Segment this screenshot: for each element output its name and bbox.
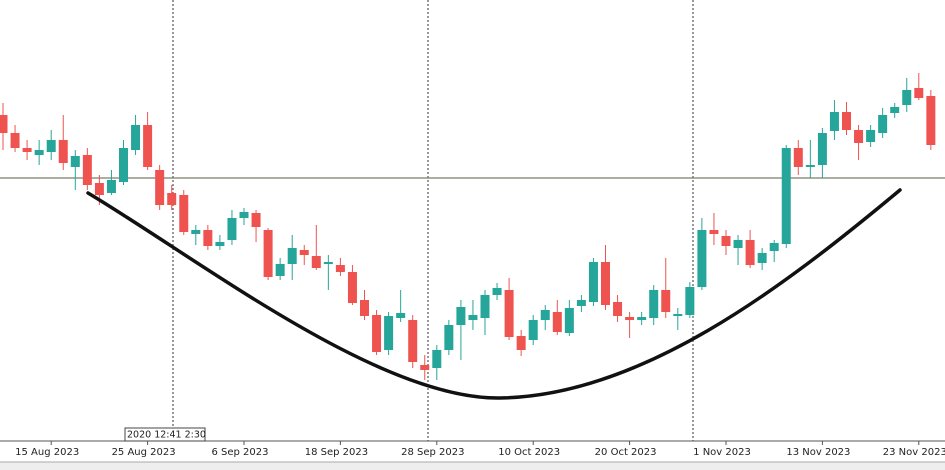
drawn-curve: [86, 188, 902, 400]
candle-body: [480, 295, 490, 318]
candle-body: [552, 312, 562, 332]
candle-body: [22, 148, 32, 152]
candle-body: [0, 115, 8, 133]
candle-body: [769, 243, 779, 251]
candle-body: [10, 133, 20, 148]
candle-body: [432, 350, 442, 368]
plot-area: [0, 73, 945, 380]
candle-body: [58, 140, 68, 163]
candle-body: [131, 125, 141, 150]
x-tick-label: 20 Oct 2023: [595, 447, 657, 458]
x-tick-label: 13 Nov 2023: [786, 447, 850, 458]
candle-body: [673, 314, 683, 316]
candle-body: [82, 155, 92, 185]
candle-body: [155, 170, 165, 205]
candle-body: [926, 96, 936, 145]
candle-body: [757, 253, 767, 263]
x-tick-label: 10 Oct 2023: [498, 447, 560, 458]
candle-body: [191, 230, 201, 234]
candle-body: [227, 218, 237, 240]
candle-body: [335, 265, 345, 272]
candle-body: [396, 313, 406, 318]
candle-body: [733, 240, 743, 248]
candle-body: [625, 317, 635, 320]
x-tick-label: 1 Nov 2023: [693, 447, 751, 458]
candle-body: [347, 272, 357, 303]
candle-body: [745, 240, 755, 265]
candle-body: [564, 308, 574, 333]
candle-body: [203, 230, 213, 246]
x-tick-label: 18 Sep 2023: [305, 447, 368, 458]
candle-body: [576, 300, 586, 306]
candle-body: [781, 148, 791, 244]
candle-body: [709, 230, 719, 234]
candle-body: [360, 300, 369, 316]
candle-body: [829, 112, 839, 131]
candle-body: [613, 302, 623, 316]
candle-body: [275, 264, 285, 276]
candle-body: [70, 156, 80, 167]
candle-body: [685, 287, 695, 315]
x-axis: 15 Aug 2023 25 Aug 2023 6 Sep 2023 18 Sep 2…: [15, 441, 945, 458]
candle-body: [649, 290, 659, 318]
candle-body: [215, 242, 225, 246]
time-marker-box: [124, 427, 206, 442]
candle-body: [323, 262, 333, 264]
candle-body: [588, 262, 598, 302]
candle-body: [263, 230, 273, 277]
candle-body: [721, 236, 731, 246]
candle-body: [179, 195, 189, 232]
candle-body: [384, 316, 394, 350]
candle-body: [540, 310, 550, 320]
candle-body: [444, 325, 454, 350]
candle-body: [516, 336, 526, 350]
candle-body: [878, 115, 888, 133]
x-tick-label: 25 Aug 2023: [112, 447, 176, 458]
candle-body: [661, 290, 671, 312]
time-marker-label: 2020 12:41 2:30: [127, 430, 206, 441]
x-tick-label: 15 Aug 2023: [15, 447, 79, 458]
candle-body: [637, 317, 647, 320]
x-tick-label: 6 Sep 2023: [211, 447, 268, 458]
candle-body: [854, 130, 864, 143]
candle-body: [106, 180, 116, 193]
candle-body: [408, 320, 418, 362]
candle-body: [468, 315, 478, 320]
x-tick-label: 28 Sep 2023: [401, 447, 464, 458]
candle-body: [167, 193, 177, 205]
candle-body: [914, 88, 924, 98]
candle-body: [34, 150, 44, 155]
candle-body: [311, 256, 321, 268]
candle-body: [793, 148, 803, 167]
candle-body: [866, 130, 876, 142]
candle-body: [456, 307, 466, 325]
candle-body: [601, 262, 610, 305]
candle-body: [299, 250, 309, 255]
tab-strip: [0, 462, 945, 470]
period-separators: [172, 0, 694, 441]
candle-body: [842, 112, 851, 130]
candle-body: [420, 365, 430, 370]
candle-body: [119, 148, 128, 182]
candle-body: [890, 107, 900, 113]
candle-body: [46, 140, 56, 152]
candle-body: [287, 248, 297, 264]
candle-body: [94, 183, 104, 195]
candle-body: [143, 125, 153, 167]
candle-body: [817, 133, 827, 165]
candle-body: [805, 165, 815, 167]
candle-body: [902, 90, 912, 105]
x-tick-label: 23 Nov 2023: [883, 447, 945, 458]
candle-body: [239, 212, 249, 218]
candle-body: [251, 213, 261, 227]
candle-body: [528, 320, 538, 340]
candle-body: [697, 230, 707, 287]
candle-body: [492, 288, 502, 295]
candle-body: [372, 315, 382, 352]
candle-body: [504, 290, 514, 337]
